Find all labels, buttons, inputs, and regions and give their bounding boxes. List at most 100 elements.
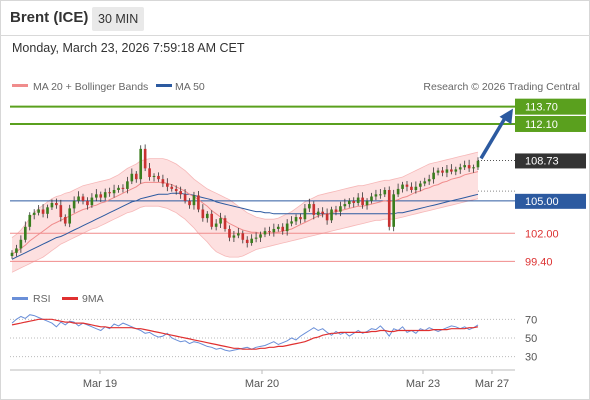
bollinger-upper-line xyxy=(11,151,479,238)
ma20-legend-swatch xyxy=(12,84,28,87)
candle-body xyxy=(170,186,174,189)
x-tick-label: Mar 20 xyxy=(245,378,279,390)
rsi-ma9-line xyxy=(11,318,479,350)
candle-body xyxy=(130,173,134,182)
candle-body xyxy=(379,194,382,196)
candle-body xyxy=(166,183,169,187)
candle-body xyxy=(232,235,236,238)
candle-body xyxy=(223,218,227,229)
rsi-tick-label: 70 xyxy=(525,314,537,326)
pivot-label: 105.00 xyxy=(525,196,559,208)
candle-body xyxy=(405,184,409,187)
candle-body xyxy=(361,197,364,206)
candle-body xyxy=(463,165,467,168)
candle-body xyxy=(254,237,258,239)
resistance-label: 113.70 xyxy=(525,102,558,114)
candle-body xyxy=(454,169,458,172)
x-tick-label: Mar 23 xyxy=(406,378,440,390)
candle-body xyxy=(19,239,23,249)
candle-body xyxy=(259,234,262,238)
candle-body xyxy=(387,190,391,227)
resistance-label-box xyxy=(515,98,586,115)
candle-body xyxy=(352,200,356,203)
candle-body xyxy=(10,252,14,257)
projection-arrow-shaft xyxy=(479,113,509,160)
candle-body xyxy=(32,212,36,215)
candle-body xyxy=(339,206,342,212)
candle-body xyxy=(37,209,40,213)
candle-body xyxy=(450,169,453,172)
credit-label: Research © 2026 Trading Central xyxy=(423,81,580,93)
candle-body xyxy=(263,231,267,235)
candle-body xyxy=(308,204,311,209)
candle-body xyxy=(81,196,85,201)
ma50-legend-swatch xyxy=(156,84,172,87)
rsi-legend: RSI 9MA xyxy=(12,293,104,305)
candle-body xyxy=(161,179,165,184)
candle-body xyxy=(241,233,245,240)
candle-body xyxy=(201,209,205,219)
candle-body xyxy=(15,248,18,253)
candle-body xyxy=(63,217,67,224)
candle-body xyxy=(445,169,449,173)
candle-body xyxy=(117,187,120,190)
current-price-label: 108.73 xyxy=(525,155,559,167)
candle-body xyxy=(330,209,333,221)
rsi-legend-label: RSI xyxy=(33,293,51,305)
candle-body xyxy=(23,226,27,240)
candle-body xyxy=(285,223,289,232)
candle-body xyxy=(188,200,191,206)
candle-body xyxy=(237,233,240,236)
candle-body xyxy=(228,228,231,238)
candle-body xyxy=(50,202,54,208)
candle-body xyxy=(139,148,143,180)
candle-body xyxy=(179,191,182,195)
candle-body xyxy=(152,175,156,178)
candle-body xyxy=(321,211,324,214)
candle-body xyxy=(423,181,427,184)
candle-body xyxy=(356,197,360,203)
candle-body xyxy=(281,226,285,232)
candle-body xyxy=(46,207,49,214)
candle-body xyxy=(347,200,351,205)
candle-body xyxy=(467,165,471,169)
candle-body xyxy=(410,186,413,190)
candle-body xyxy=(303,208,307,220)
candle-body xyxy=(108,192,111,194)
resistance-label-box xyxy=(515,115,586,132)
candle-body xyxy=(197,195,200,210)
ma50-line xyxy=(11,192,479,260)
ma20-legend-label: MA 20 + Bollinger Bands xyxy=(33,81,148,93)
candle-body xyxy=(343,204,347,207)
timestamp: Monday, March 23, 2026 7:59:18 AM CET xyxy=(12,41,245,55)
candle-body xyxy=(472,167,475,169)
candle-body xyxy=(250,238,253,244)
resistance-label: 112.10 xyxy=(525,119,558,131)
timeframe-selector[interactable]: 30 MIN xyxy=(92,7,145,31)
candle-body xyxy=(103,192,107,198)
rsi-line xyxy=(11,314,479,352)
candle-body xyxy=(325,213,329,221)
candle-body xyxy=(441,170,444,173)
candle-body xyxy=(458,167,462,170)
candle-body xyxy=(392,194,395,227)
rsi-panel: 70 50 30 xyxy=(10,314,537,364)
rsi-tick-label: 50 xyxy=(525,333,537,345)
candle-body xyxy=(157,175,160,180)
ma9-legend-swatch xyxy=(62,297,78,300)
support-label: 102.00 xyxy=(525,228,559,240)
candle-body xyxy=(192,195,196,206)
candle-body xyxy=(396,188,400,195)
candle-body xyxy=(432,172,435,180)
candle-body xyxy=(414,186,418,190)
candle-body xyxy=(316,211,320,215)
candle-body xyxy=(112,190,116,194)
candle-body xyxy=(28,214,32,227)
rsi-legend-swatch xyxy=(12,297,28,300)
candle-body xyxy=(401,184,404,189)
candle-body xyxy=(272,228,276,233)
candle-body xyxy=(210,213,214,227)
x-tick-label: Mar 27 xyxy=(475,378,509,390)
candle-body xyxy=(86,200,89,206)
